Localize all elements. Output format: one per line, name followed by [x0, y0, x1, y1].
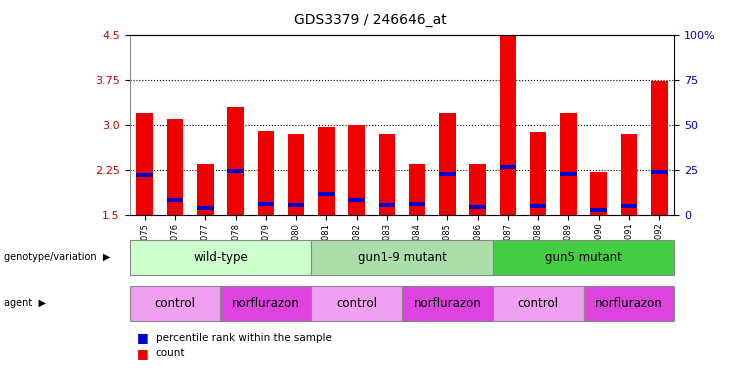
- Bar: [227, 169, 244, 173]
- Text: control: control: [155, 297, 196, 310]
- Bar: [167, 119, 183, 215]
- Text: control: control: [518, 297, 559, 310]
- Bar: [348, 125, 365, 215]
- Bar: [130, 240, 311, 275]
- Bar: [591, 172, 607, 215]
- Bar: [560, 113, 576, 215]
- Text: norflurazon: norflurazon: [413, 297, 481, 310]
- Bar: [409, 164, 425, 215]
- Bar: [379, 134, 395, 215]
- Bar: [530, 204, 546, 208]
- Text: gun5 mutant: gun5 mutant: [545, 251, 622, 264]
- Bar: [227, 107, 244, 215]
- Bar: [130, 286, 221, 321]
- Bar: [167, 198, 183, 202]
- Text: norflurazon: norflurazon: [232, 297, 299, 310]
- Text: ■: ■: [137, 347, 149, 360]
- Bar: [318, 127, 335, 215]
- Bar: [439, 113, 456, 215]
- Bar: [348, 198, 365, 202]
- Bar: [493, 240, 674, 275]
- Text: ■: ■: [137, 331, 149, 344]
- Bar: [499, 36, 516, 215]
- Text: agent  ▶: agent ▶: [4, 298, 46, 308]
- Text: GDS3379 / 246646_at: GDS3379 / 246646_at: [294, 13, 447, 27]
- Text: wild-type: wild-type: [193, 251, 247, 264]
- Text: norflurazon: norflurazon: [595, 297, 662, 310]
- Bar: [402, 286, 493, 321]
- Bar: [469, 205, 486, 209]
- Bar: [469, 164, 486, 215]
- Text: count: count: [156, 348, 185, 358]
- Bar: [136, 113, 153, 215]
- Bar: [530, 132, 546, 215]
- Bar: [651, 170, 668, 174]
- Bar: [258, 131, 274, 215]
- Bar: [651, 81, 668, 215]
- Text: percentile rank within the sample: percentile rank within the sample: [156, 333, 331, 343]
- Bar: [621, 134, 637, 215]
- Bar: [258, 202, 274, 206]
- Bar: [621, 204, 637, 208]
- Bar: [493, 286, 583, 321]
- Bar: [499, 164, 516, 169]
- Bar: [591, 208, 607, 212]
- Bar: [288, 203, 305, 207]
- Text: gun1-9 mutant: gun1-9 mutant: [358, 251, 446, 264]
- Bar: [197, 206, 213, 210]
- Text: control: control: [336, 297, 377, 310]
- Bar: [197, 164, 213, 215]
- Text: genotype/variation  ▶: genotype/variation ▶: [4, 252, 110, 262]
- Bar: [439, 172, 456, 176]
- Bar: [311, 286, 402, 321]
- Bar: [560, 172, 576, 176]
- Bar: [221, 286, 311, 321]
- Bar: [583, 286, 674, 321]
- Bar: [311, 240, 493, 275]
- Bar: [318, 192, 335, 196]
- Bar: [288, 134, 305, 215]
- Bar: [409, 202, 425, 206]
- Bar: [136, 173, 153, 177]
- Bar: [379, 203, 395, 207]
